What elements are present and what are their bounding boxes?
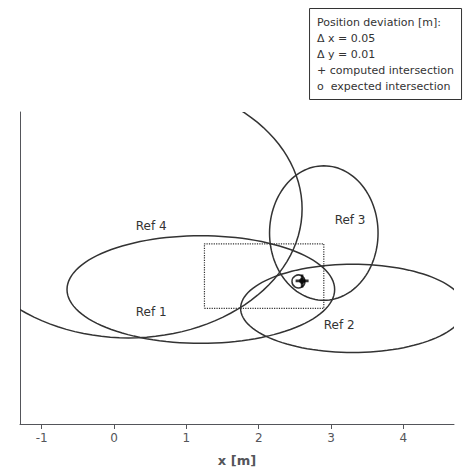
svg-text:2: 2 <box>255 431 263 445</box>
svg-text:4: 4 <box>400 431 408 445</box>
svg-text:-1: -1 <box>36 431 48 445</box>
svg-text:+ computed intersection: + computed intersection <box>317 64 454 77</box>
svg-text:Ref 4: Ref 4 <box>136 219 167 233</box>
svg-text:Δ x = 0.05: Δ x = 0.05 <box>317 32 375 45</box>
svg-text:Ref 1: Ref 1 <box>136 305 167 319</box>
svg-text:o expected intersection: o expected intersection <box>317 80 450 93</box>
svg-text:Ref 3: Ref 3 <box>335 213 366 227</box>
svg-text:x [m]: x [m] <box>218 453 256 468</box>
svg-text:1: 1 <box>183 431 191 445</box>
svg-text:Δ y = 0.01: Δ y = 0.01 <box>317 48 375 61</box>
svg-text:3: 3 <box>327 431 335 445</box>
svg-text:Ref 2: Ref 2 <box>324 318 355 332</box>
svg-text:Position deviation [m]:: Position deviation [m]: <box>317 16 441 29</box>
svg-text:0: 0 <box>110 431 118 445</box>
